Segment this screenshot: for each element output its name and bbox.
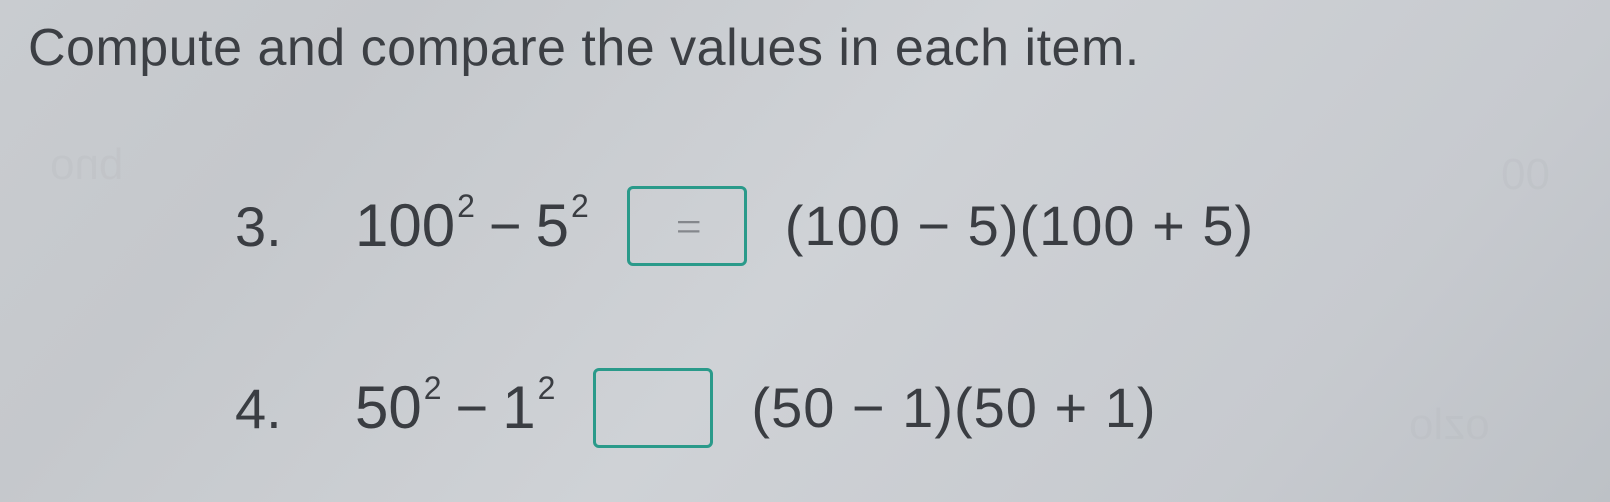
rhs-text: (100 − 5)(100 + 5) (785, 198, 1254, 254)
problem-number: 4. (235, 376, 295, 441)
rhs-expression: (100 − 5)(100 + 5) (785, 198, 1254, 254)
problem-4: 4. 50 2 − 1 2 (50 − 1)(50 + 1) (235, 368, 1157, 448)
base: 1 (502, 378, 535, 438)
base: 5 (536, 196, 569, 256)
exponent: 2 (538, 372, 556, 404)
bleedthrough-artifact: ozlo (1409, 400, 1490, 450)
exponent: 2 (457, 190, 475, 222)
instruction-text: Compute and compare the values in each i… (28, 18, 1140, 78)
term: 50 2 (355, 378, 442, 438)
base: 100 (355, 196, 455, 256)
answer-box[interactable]: = (627, 186, 747, 266)
minus-operator: − (456, 380, 489, 436)
rhs-text: (50 − 1)(50 + 1) (751, 380, 1156, 436)
exponent: 2 (571, 190, 589, 222)
handwritten-answer: = (676, 200, 698, 253)
base: 50 (355, 378, 422, 438)
term: 1 2 (502, 378, 555, 438)
lhs-expression: 50 2 − 1 2 (355, 378, 555, 438)
lhs-expression: 100 2 − 5 2 (355, 196, 589, 256)
bleedthrough-artifact: 00 (1501, 150, 1550, 200)
minus-operator: − (489, 198, 522, 254)
exponent: 2 (424, 372, 442, 404)
problem-3: 3. 100 2 − 5 2 = (100 − 5)(100 + 5) (235, 186, 1254, 266)
bleedthrough-artifact: bno (50, 140, 123, 190)
answer-box[interactable] (593, 368, 713, 448)
problem-number: 3. (235, 194, 295, 259)
rhs-expression: (50 − 1)(50 + 1) (751, 380, 1156, 436)
term: 100 2 (355, 196, 475, 256)
worksheet-page: Compute and compare the values in each i… (0, 0, 1610, 502)
term: 5 2 (536, 196, 589, 256)
